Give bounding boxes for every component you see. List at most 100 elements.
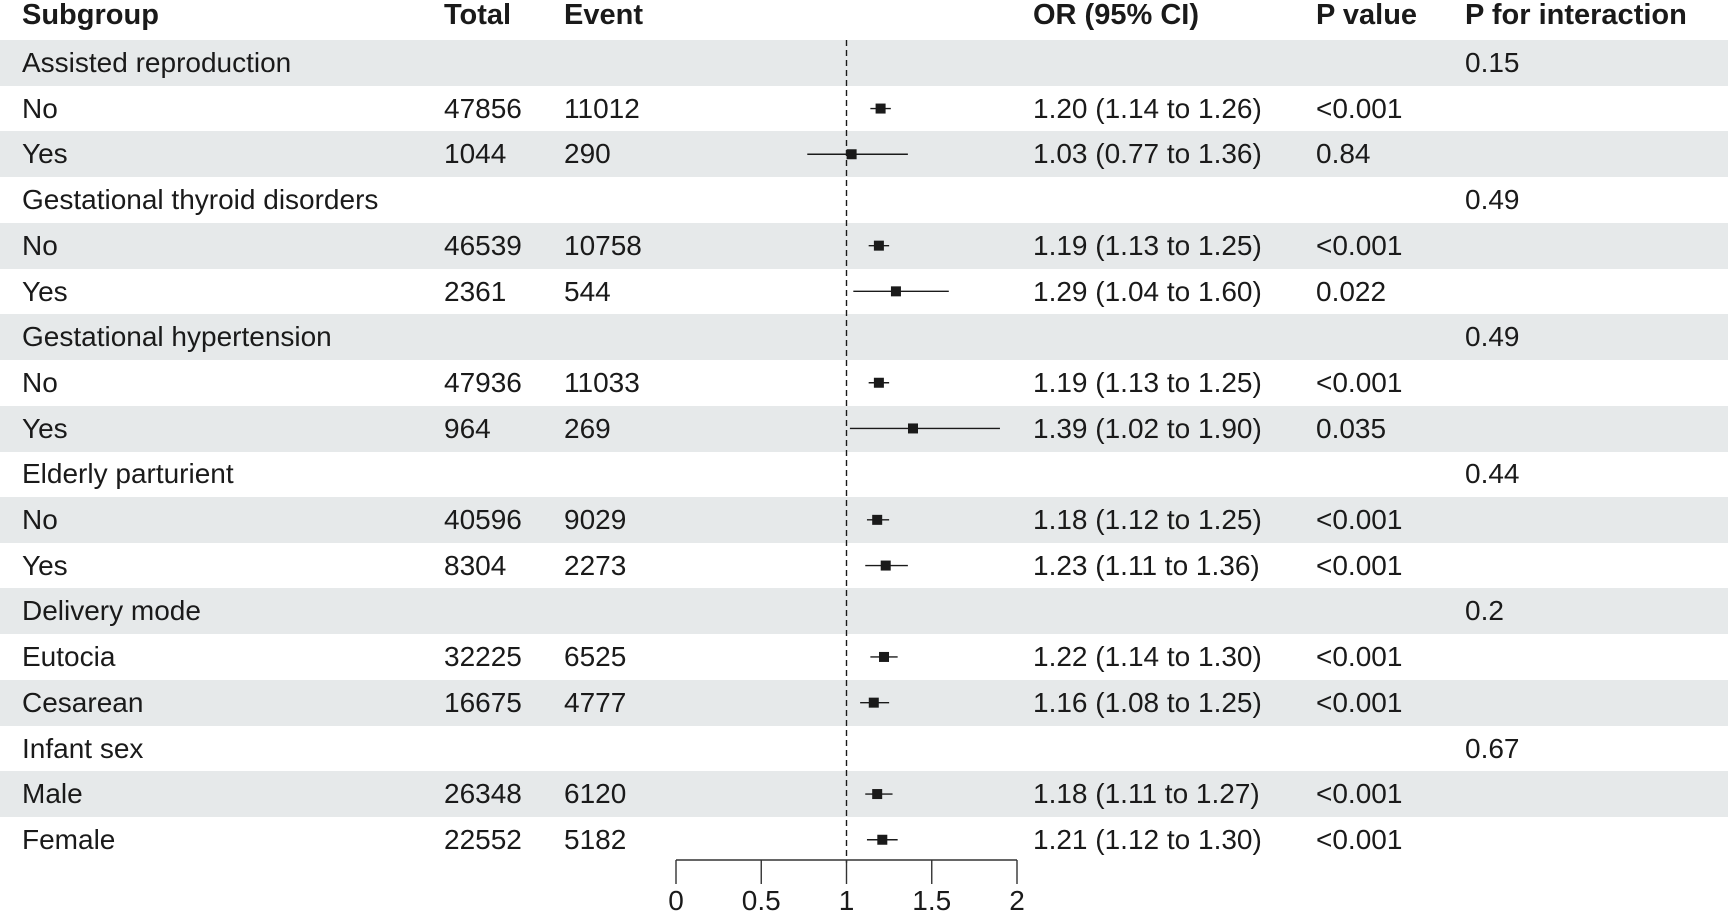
cell-p-value: <0.001 [1316, 504, 1403, 535]
cell-subgroup: Gestational thyroid disorders [22, 184, 379, 216]
cell-total: 16675 [444, 686, 522, 718]
cell-subgroup: Male [22, 778, 83, 810]
cell-subgroup: Yes [22, 275, 68, 307]
cell-or-ci: 1.23 (1.11 to 1.36) [1033, 549, 1260, 581]
group-header-row: Elderly parturient 0.44 [0, 451, 1728, 497]
x-tick-label: 2 [1009, 885, 1025, 911]
cell-p-interaction: 0.49 [1465, 321, 1520, 353]
or-point [880, 560, 891, 571]
group-header-row: Gestational thyroid disorders 0.49 [0, 177, 1728, 223]
or-point [879, 651, 890, 662]
cell-event: 290 [564, 138, 611, 170]
or-point [868, 697, 879, 708]
cell-p-value: <0.001 [1316, 641, 1403, 673]
cell-subgroup: Elderly parturient [22, 458, 234, 490]
group-header-row: Assisted reproduction 0.15 [0, 40, 1728, 86]
cell-p-interaction: 0.2 [1465, 595, 1504, 627]
group-header-row: Delivery mode 0.2 [0, 588, 1728, 635]
cell-subgroup: Cesarean [22, 686, 144, 718]
cell-event: 9029 [564, 504, 627, 535]
cell-event: 2273 [564, 549, 627, 581]
cell-or-ci: 1.29 (1.04 to 1.60) [1033, 275, 1262, 307]
cell-event: 269 [564, 412, 611, 444]
header-p-value: P value [1316, 0, 1418, 31]
cell-total: 964 [444, 412, 491, 444]
cell-subgroup: No [22, 366, 58, 398]
cell-or-ci: 1.03 (0.77 to 1.36) [1033, 138, 1262, 170]
cell-total: 47936 [444, 366, 522, 398]
x-tick-label: 1.5 [912, 885, 951, 911]
x-tick-label: 0.5 [742, 885, 781, 911]
cell-total: 47856 [444, 92, 522, 124]
cell-total: 46539 [444, 229, 522, 261]
table-row: No 46539 10758 1.19 (1.13 to 1.25) <0.001 [0, 222, 1728, 269]
cell-total: 1044 [444, 138, 507, 170]
table-row: Yes 8304 2273 1.23 (1.11 to 1.36) <0.001 [0, 543, 1728, 589]
cell-subgroup: Infant sex [22, 732, 144, 764]
cell-event: 11012 [564, 92, 640, 124]
table-row: No 47936 11033 1.19 (1.13 to 1.25) <0.001 [0, 360, 1728, 406]
cell-p-interaction: 0.44 [1465, 458, 1520, 490]
cell-total: 32225 [444, 641, 522, 673]
cell-or-ci: 1.16 (1.08 to 1.25) [1033, 686, 1262, 718]
cell-event: 6525 [564, 641, 627, 673]
or-point [875, 103, 886, 114]
cell-subgroup: Assisted reproduction [22, 47, 292, 78]
cell-or-ci: 1.39 (1.02 to 1.90) [1033, 412, 1262, 444]
group-header-row: Infant sex 0.67 [0, 726, 1728, 772]
cell-event: 544 [564, 275, 611, 307]
cell-p-value: <0.001 [1316, 92, 1403, 124]
header-p-interaction: P for interaction [1465, 0, 1687, 31]
or-point [873, 377, 884, 388]
header-subgroup: Subgroup [22, 0, 159, 31]
group-header-row: Gestational hypertension 0.49 [0, 314, 1728, 361]
cell-subgroup: No [22, 504, 58, 535]
or-point [907, 423, 918, 434]
cell-total: 26348 [444, 778, 522, 810]
x-tick-label: 0 [668, 885, 684, 911]
cell-subgroup: Yes [22, 412, 68, 444]
cell-total: 8304 [444, 549, 507, 581]
table-header: Subgroup Total Event OR (95% CI) P value… [0, 0, 1728, 40]
cell-total: 22552 [444, 823, 522, 855]
or-point [873, 240, 884, 251]
table-row: Male 26348 6120 1.18 (1.11 to 1.27) <0.001 [0, 771, 1728, 818]
cell-subgroup: Female [22, 823, 116, 855]
cell-p-value: <0.001 [1316, 366, 1403, 398]
or-point [890, 286, 901, 297]
cell-p-value: 0.022 [1316, 275, 1387, 307]
header-total: Total [444, 0, 512, 31]
cell-subgroup: No [22, 229, 58, 261]
cell-subgroup: Eutocia [22, 641, 116, 673]
cell-event: 4777 [564, 686, 627, 718]
cell-subgroup: No [22, 92, 58, 124]
cell-subgroup: Delivery mode [22, 595, 201, 627]
or-point [877, 834, 888, 845]
header-or-ci: OR (95% CI) [1033, 0, 1199, 31]
table-row: Yes 2361 544 1.29 (1.04 to 1.60) 0.022 [0, 269, 1728, 315]
or-point [872, 789, 883, 800]
cell-p-interaction: 0.49 [1465, 184, 1520, 216]
header-event: Event [564, 0, 643, 31]
cell-p-value: <0.001 [1316, 549, 1403, 581]
cell-or-ci: 1.18 (1.11 to 1.27) [1033, 778, 1260, 810]
or-point [846, 149, 857, 160]
cell-subgroup: Yes [22, 138, 68, 170]
cell-total: 40596 [444, 504, 522, 535]
cell-p-value: <0.001 [1316, 686, 1403, 718]
cell-or-ci: 1.19 (1.13 to 1.25) [1033, 229, 1262, 261]
cell-event: 10758 [564, 229, 642, 261]
cell-or-ci: 1.19 (1.13 to 1.25) [1033, 366, 1262, 398]
or-point [872, 514, 883, 525]
table-row: Yes 964 269 1.39 (1.02 to 1.90) 0.035 [0, 405, 1728, 452]
cell-p-interaction: 0.15 [1465, 47, 1520, 78]
cell-p-interaction: 0.67 [1465, 732, 1520, 764]
cell-event: 11033 [564, 366, 640, 398]
cell-p-value: 0.035 [1316, 412, 1387, 444]
cell-event: 6120 [564, 778, 627, 810]
cell-or-ci: 1.21 (1.12 to 1.30) [1033, 823, 1262, 855]
cell-subgroup: Gestational hypertension [22, 321, 332, 353]
cell-event: 5182 [564, 823, 627, 855]
cell-p-value: <0.001 [1316, 229, 1403, 261]
